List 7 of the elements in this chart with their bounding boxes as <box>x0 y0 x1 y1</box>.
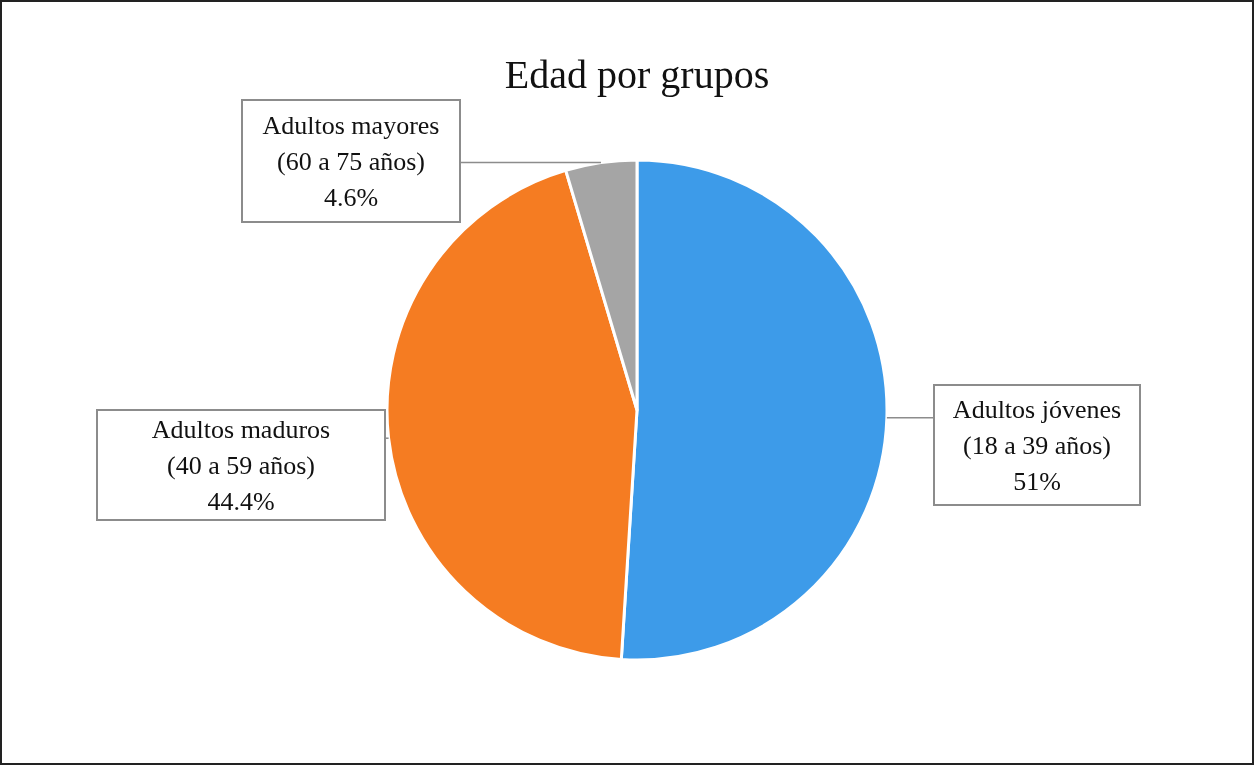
slice-label: Adultos maduros (40 a 59 años) <box>151 415 331 480</box>
data-label: 4.6% <box>323 183 379 212</box>
data-label: 44.4% <box>207 487 275 516</box>
chart-title: Edad por grupos <box>504 52 770 97</box>
slice-label: Adultos mayores (60 a 75 años) <box>262 111 440 176</box>
data-label: 51% <box>1013 467 1061 496</box>
slice-label: Adultos jóvenes (18 a 39 años) <box>952 395 1122 460</box>
